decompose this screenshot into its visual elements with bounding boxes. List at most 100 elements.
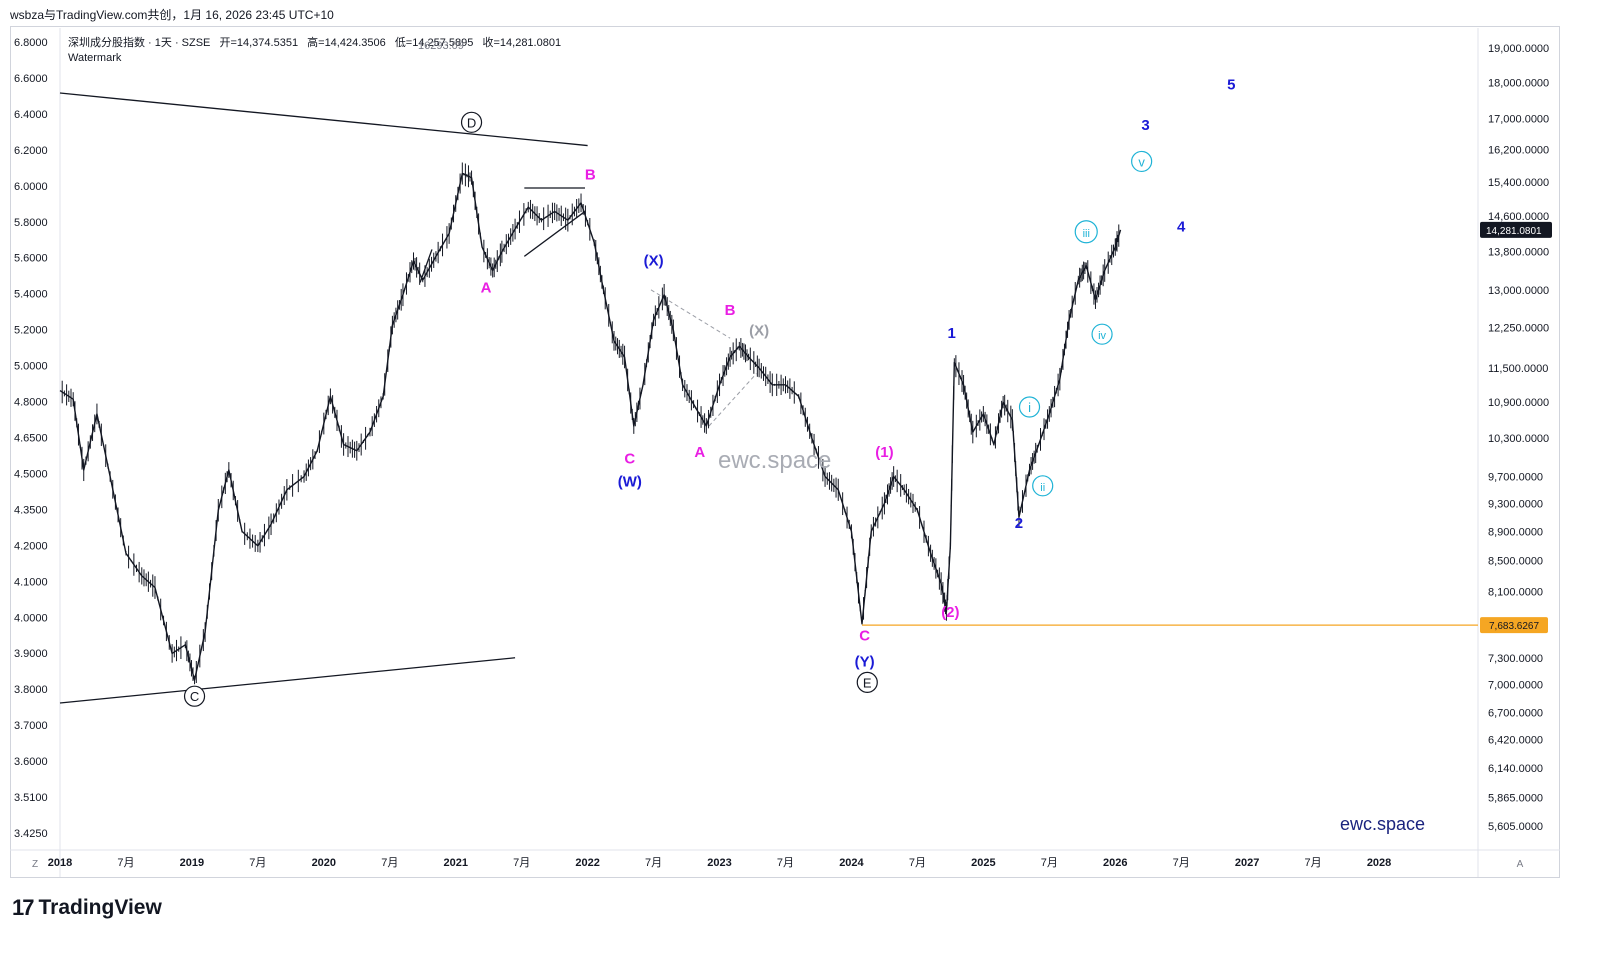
close-value: 收=14,281.0801: [482, 37, 562, 49]
wave-label: C: [624, 451, 635, 468]
x-axis-tick-label: 2026: [1103, 857, 1127, 869]
left-axis-tick-label: 6.4000: [14, 109, 48, 121]
right-axis-tick-label: 6,140.0000: [1488, 763, 1543, 775]
corner-watermark: ewc.space: [1340, 814, 1426, 834]
support-level-label: 7,683.6267: [1489, 621, 1539, 632]
price-series-line[interactable]: [59, 172, 1122, 681]
x-axis-tick-label: 7月: [249, 857, 266, 869]
wave-label: 1: [948, 325, 956, 342]
log-scale-button: Z: [32, 859, 38, 870]
wave-label-circle: [856, 671, 878, 693]
x-axis-tick-label: 2025: [971, 857, 995, 869]
right-axis-tick-label: 17,000.0000: [1488, 114, 1549, 126]
x-axis-tick-label: 7月: [117, 857, 134, 869]
wave-label: C: [190, 689, 199, 704]
x-axis-tick-label: 7月: [777, 857, 794, 869]
x-axis-tick-label: 7月: [381, 857, 398, 869]
tradingview-brand[interactable]: 17 TradingView: [12, 895, 162, 921]
right-axis-tick-label: 11,500.0000: [1488, 363, 1548, 375]
wave-label: B: [725, 302, 736, 319]
wave-label: A: [481, 279, 492, 296]
wave-label: 4: [1177, 218, 1186, 235]
right-axis-tick-label: 19,000.0000: [1488, 43, 1549, 55]
watermark-label: Watermark: [68, 52, 122, 64]
high-value: 高=14,424.3506: [307, 37, 386, 49]
wave-label-circle: [1131, 150, 1153, 173]
wave-label: (X): [749, 323, 769, 340]
right-axis-tick-label: 18,000.0000: [1488, 77, 1549, 89]
x-axis-tick-label: 2022: [575, 857, 599, 869]
wave-label: (Y): [855, 654, 875, 671]
right-axis-tick-label: 6,420.0000: [1488, 735, 1543, 747]
tradingview-logo-icon: 17: [12, 895, 35, 920]
x-axis-tick-label: 7月: [909, 857, 926, 869]
open-value: 开=14,374.5351: [219, 37, 299, 49]
symbol-name[interactable]: 深圳成分股指数 · 1天 · SZSE: [68, 37, 211, 49]
wave-label: 3: [1141, 117, 1149, 134]
wave-label-circle: [1018, 396, 1041, 418]
trend-line[interactable]: [708, 373, 757, 427]
x-axis-tick-label: 2020: [312, 857, 336, 869]
left-axis-tick-label: 5.6000: [14, 253, 48, 265]
x-axis-tick-label: 2024: [839, 857, 864, 869]
wave-label: 2: [1015, 515, 1023, 532]
x-axis-tick-label: 2023: [707, 857, 731, 869]
wave-label-circle: [1032, 475, 1054, 497]
left-axis-tick-label: 4.2000: [14, 540, 48, 552]
right-axis-tick-label: 8,900.0000: [1488, 526, 1543, 538]
left-axis-tick-label: 4.5000: [14, 468, 48, 480]
left-axis-tick-label: 4.3500: [14, 504, 48, 516]
right-axis-tick-label: 13,000.0000: [1488, 285, 1549, 297]
wave-label: A: [694, 444, 705, 461]
x-axis-tick-label: 2021: [443, 857, 467, 869]
wave-label-circle: [460, 111, 483, 133]
wave-label: (2): [941, 604, 959, 621]
right-axis-tick-label: 8,500.0000: [1488, 556, 1543, 568]
left-axis-tick-label: 3.9000: [14, 648, 48, 660]
wave-label: v: [1138, 154, 1145, 169]
trend-line[interactable]: [59, 92, 588, 147]
left-axis-tick-label: 4.6500: [14, 433, 48, 445]
trend-line[interactable]: [59, 657, 516, 704]
wave-label: D: [467, 115, 476, 130]
right-axis-tick-label: 5,865.0000: [1488, 792, 1543, 804]
left-axis-tick-label: 3.7000: [14, 720, 48, 732]
low-value: 低=14,257.5895: [394, 37, 474, 49]
right-axis-tick-label: 12,250.0000: [1488, 323, 1549, 335]
right-axis-tick-label: 10,300.0000: [1488, 433, 1549, 445]
right-axis-tick-label: 7,000.0000: [1488, 680, 1543, 692]
left-axis-tick-label: 6.8000: [14, 37, 48, 49]
x-axis-tick-label: 2018: [48, 857, 72, 869]
watermark-text: ewc.space: [718, 447, 832, 474]
x-axis-tick-label: 7月: [1173, 857, 1190, 869]
right-axis-tick-label: 15,400.0000: [1488, 177, 1549, 189]
left-axis-tick-label: 5.2000: [14, 325, 48, 337]
left-axis-tick-label: 4.8000: [14, 397, 48, 409]
window-title: wsbza与TradingView.com共创，1月 16, 2026 23:4…: [10, 8, 334, 22]
wave-label: E: [863, 675, 872, 690]
left-axis-tick-label: 6.6000: [14, 73, 48, 85]
left-axis-tick-label: 3.6000: [14, 756, 48, 768]
right-axis-tick-label: 6,700.0000: [1488, 707, 1543, 719]
right-axis-tick-label: 14,600.0000: [1488, 211, 1549, 223]
last-price-tag: [1480, 221, 1552, 238]
wave-label: B: [585, 167, 596, 184]
left-axis-tick-label: 5.0000: [14, 361, 48, 373]
trend-line[interactable]: [523, 210, 586, 257]
x-axis-tick-label: 7月: [1041, 857, 1058, 869]
wave-label: iv: [1098, 330, 1106, 342]
wave-label: i: [1028, 400, 1031, 415]
last-price-label: 14,281.0801: [1486, 226, 1542, 237]
wave-label-circle: [1091, 323, 1113, 345]
right-axis-tick-label: 16,200.0000: [1488, 144, 1549, 156]
left-axis-tick-label: 3.5100: [14, 792, 48, 804]
left-axis-tick-label: 3.8000: [14, 684, 48, 696]
wave-label: (W): [618, 473, 642, 490]
wave-label: (1): [875, 444, 893, 461]
right-axis-tick-label: 5,605.0000: [1488, 821, 1543, 833]
auto-scale-button: A: [1517, 859, 1524, 870]
right-axis-tick-label: 13,800.0000: [1488, 247, 1549, 259]
wave-label: C: [859, 628, 870, 645]
trend-line[interactable]: [419, 249, 433, 283]
